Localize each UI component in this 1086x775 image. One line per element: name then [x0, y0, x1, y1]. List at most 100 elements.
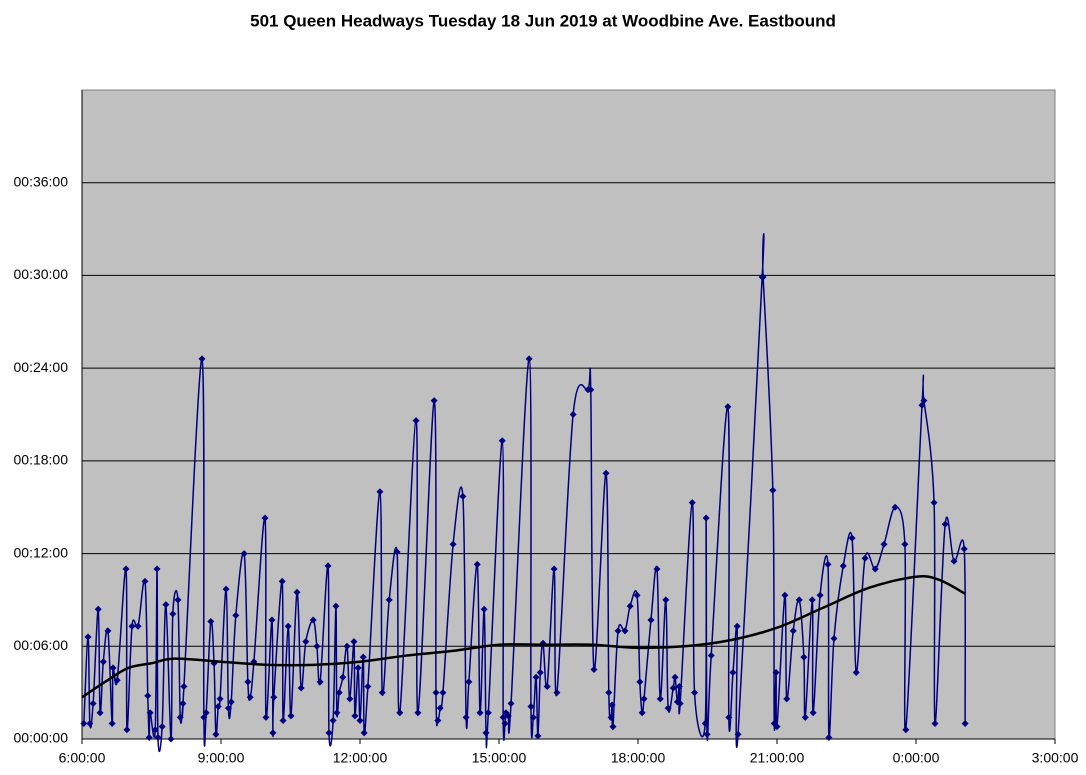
marker	[759, 273, 767, 281]
marker	[773, 723, 781, 731]
marker	[640, 695, 648, 703]
marker	[707, 652, 715, 660]
marker	[412, 417, 420, 425]
marker	[333, 709, 341, 717]
marker	[80, 720, 88, 728]
marker	[724, 403, 732, 411]
marker	[86, 720, 94, 728]
marker	[216, 695, 224, 703]
marker	[339, 673, 347, 681]
y-tick-label: 00:36:00	[14, 173, 69, 189]
x-tick-label: 18:00:00	[611, 750, 666, 766]
marker	[354, 664, 362, 672]
marker	[781, 591, 789, 599]
headway-line	[83, 233, 967, 753]
marker	[141, 577, 149, 585]
marker	[703, 730, 711, 738]
y-tick-label: 00:12:00	[14, 544, 69, 560]
marker	[633, 591, 641, 599]
y-tick-label: 00:30:00	[14, 266, 69, 282]
plot-area	[81, 89, 1056, 740]
marker	[180, 682, 188, 690]
marker	[278, 577, 286, 585]
marker	[356, 716, 364, 724]
marker	[465, 678, 473, 686]
y-tick-label: 00:06:00	[14, 637, 69, 653]
marker	[113, 676, 121, 684]
marker	[501, 720, 509, 728]
marker	[553, 689, 561, 697]
marker	[268, 616, 276, 624]
marker	[202, 709, 210, 717]
marker	[484, 709, 492, 717]
marker	[207, 618, 215, 626]
marker	[852, 669, 860, 677]
marker	[587, 386, 595, 394]
marker	[359, 653, 367, 661]
marker	[84, 633, 92, 641]
marker	[198, 355, 206, 363]
marker	[801, 713, 809, 721]
marker	[701, 720, 709, 728]
marker	[789, 627, 797, 635]
x-tick-label: 9:00:00	[198, 750, 245, 766]
marker	[244, 678, 252, 686]
marker	[527, 703, 535, 711]
marker	[647, 616, 655, 624]
marker	[809, 709, 817, 717]
marker	[212, 730, 220, 738]
marker	[902, 726, 910, 734]
marker	[329, 716, 337, 724]
marker	[324, 562, 332, 570]
marker	[824, 560, 832, 568]
marker	[653, 565, 661, 573]
marker	[772, 669, 780, 677]
marker	[393, 548, 401, 556]
marker	[214, 703, 222, 711]
marker	[534, 732, 542, 740]
marker	[733, 622, 741, 630]
marker	[335, 689, 343, 697]
marker	[543, 682, 551, 690]
marker	[396, 709, 404, 717]
marker	[269, 729, 277, 737]
y-tick-label: 00:18:00	[14, 452, 69, 468]
marker	[364, 682, 372, 690]
marker	[930, 499, 938, 507]
marker	[607, 713, 615, 721]
marker	[89, 699, 97, 707]
marker	[176, 713, 184, 721]
marker	[313, 642, 321, 650]
marker	[439, 689, 447, 697]
marker	[638, 709, 646, 717]
marker	[279, 716, 287, 724]
marker	[499, 713, 507, 721]
marker	[262, 713, 270, 721]
marker	[480, 605, 488, 613]
x-tick-label: 3:00:00	[1032, 750, 1079, 766]
x-tick-label: 0:00:00	[893, 750, 940, 766]
marker	[99, 658, 107, 666]
marker	[961, 720, 969, 728]
marker	[104, 627, 112, 635]
marker	[174, 596, 182, 604]
marker	[270, 693, 278, 701]
marker	[145, 733, 153, 741]
marker	[222, 585, 230, 593]
marker	[688, 499, 696, 507]
marker	[122, 565, 130, 573]
marker	[602, 469, 610, 477]
marker	[783, 695, 791, 703]
marker	[525, 355, 533, 363]
marker	[162, 601, 170, 609]
marker	[332, 602, 340, 610]
marker	[459, 492, 467, 500]
marker	[671, 673, 679, 681]
marker	[507, 699, 515, 707]
marker	[664, 704, 672, 712]
marker	[830, 635, 838, 643]
marker	[960, 545, 968, 553]
marker	[378, 689, 386, 697]
marker	[931, 720, 939, 728]
marker	[169, 610, 177, 618]
